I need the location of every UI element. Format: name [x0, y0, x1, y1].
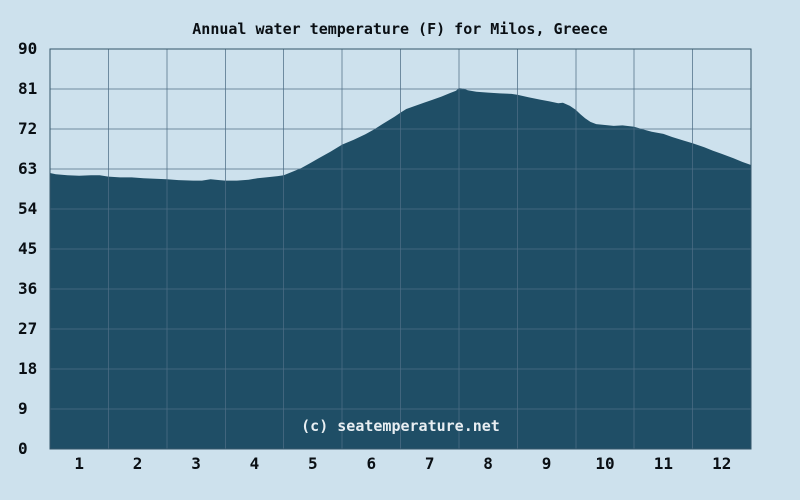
plot-border	[49, 48, 752, 450]
y-axis-tick-label: 0	[18, 439, 28, 458]
watermark: (c) seatemperature.net	[301, 417, 500, 435]
x-axis-tick-label: 2	[132, 454, 143, 473]
chart-title: Annual water temperature (F) for Milos, …	[192, 20, 608, 38]
x-axis-tick-label: 6	[366, 454, 377, 473]
y-axis-tick-label: 45	[18, 239, 38, 258]
x-axis-tick-label: 3	[191, 454, 201, 473]
x-axis-tick-label: 8	[483, 454, 493, 473]
y-axis-tick-label: 63	[18, 159, 38, 178]
x-axis-tick-label: 9	[541, 454, 552, 473]
y-axis-tick-label: 9	[18, 399, 28, 418]
x-axis-tick-label: 5	[308, 454, 318, 473]
y-axis-tick-label: 27	[18, 319, 38, 338]
x-axis-tick-label: 4	[249, 454, 260, 473]
x-axis-tick-label: 12	[712, 454, 732, 473]
x-axis-tick-label: 11	[653, 454, 673, 473]
y-axis-tick-label: 18	[18, 359, 38, 378]
y-axis-tick-label: 90	[18, 39, 38, 58]
y-axis-tick-label: 36	[18, 279, 38, 298]
y-axis-tick-label: 81	[18, 79, 38, 98]
x-axis-tick-label: 1	[74, 454, 85, 473]
y-axis-tick-label: 72	[18, 119, 38, 138]
x-axis-tick-label: 10	[595, 454, 615, 473]
y-axis-tick-label: 54	[18, 199, 38, 218]
x-axis-tick-label: 7	[424, 454, 435, 473]
